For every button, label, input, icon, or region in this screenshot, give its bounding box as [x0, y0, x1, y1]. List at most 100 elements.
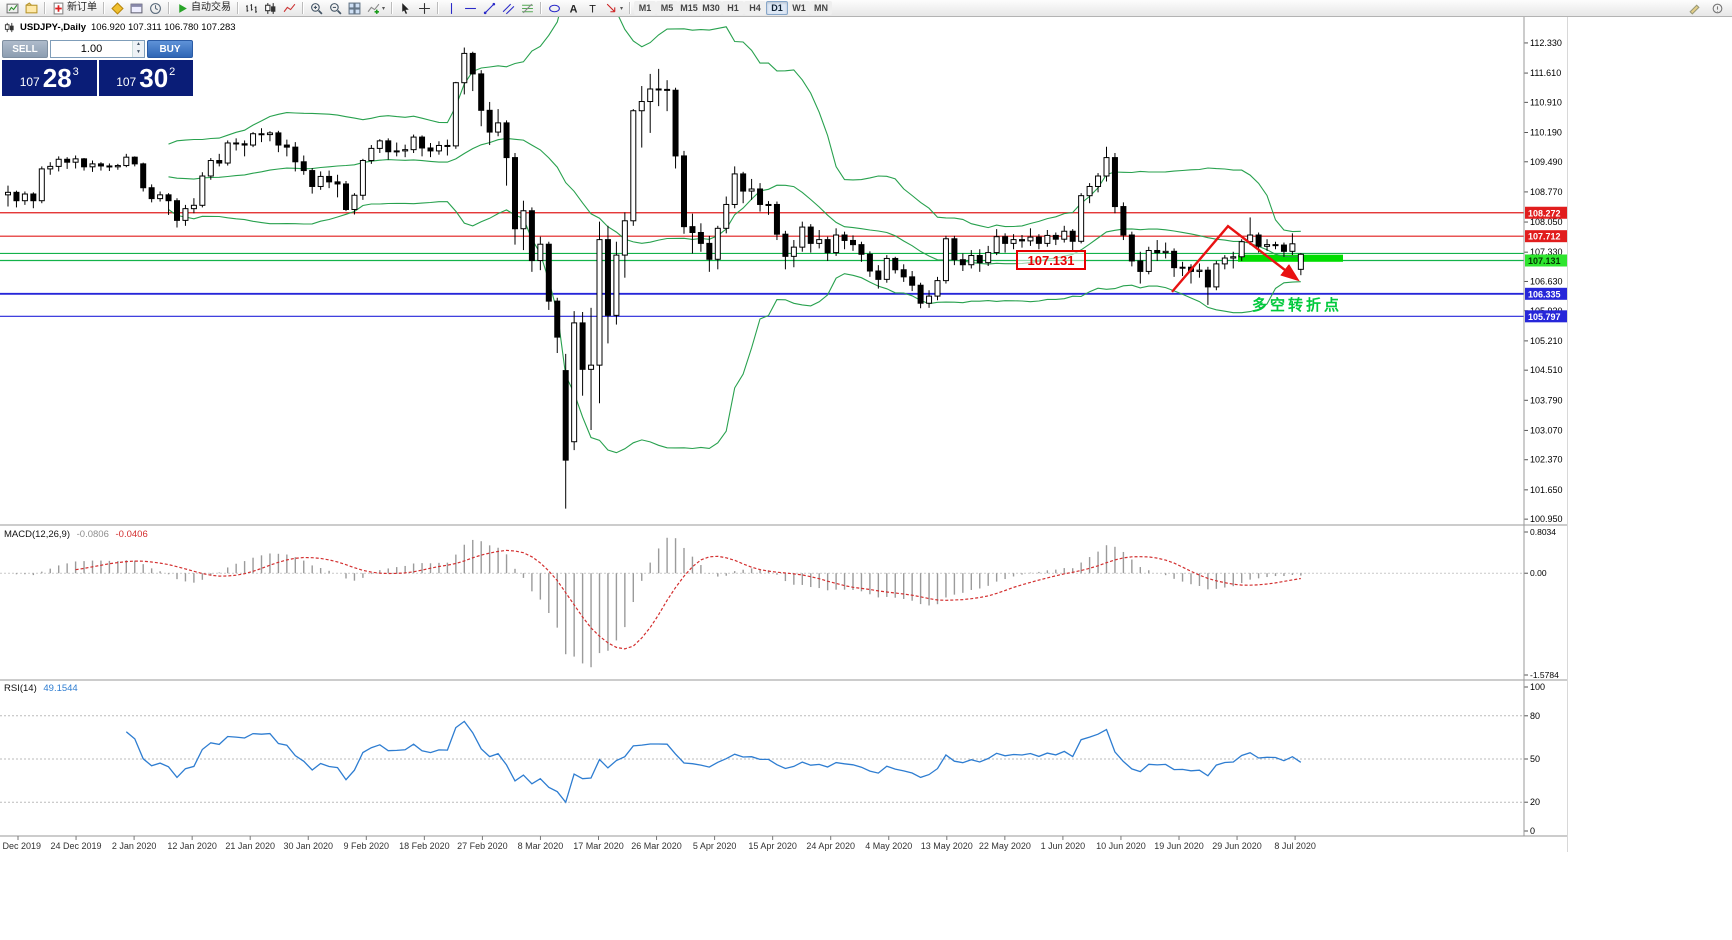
svg-text:8 Jul 2020: 8 Jul 2020 — [1274, 841, 1316, 851]
arrow-tool-caret-icon: ▾ — [620, 5, 624, 12]
toolbar-icons: 新订单 自动交易 ▾ A T ▾ — [3, 1, 634, 16]
toolbar-extra-2-button[interactable] — [1708, 1, 1727, 16]
new-chart-icon — [6, 3, 19, 13]
indicators-caret-icon: ▾ — [382, 5, 386, 12]
toolbar-separator — [302, 2, 304, 14]
toolbar-separator — [540, 2, 543, 14]
zoom-in-button[interactable] — [307, 1, 326, 16]
label-icon: T — [589, 3, 596, 15]
svg-text:102.370: 102.370 — [1530, 455, 1563, 465]
candles-chart-button[interactable] — [261, 1, 280, 16]
svg-text:109.490: 109.490 — [1530, 157, 1563, 167]
candles-chart-icon — [265, 2, 276, 14]
arrow-tool-icon — [606, 3, 616, 12]
shapes-button[interactable] — [545, 1, 564, 16]
svg-text:21 Jan 2020: 21 Jan 2020 — [225, 841, 275, 851]
new-chart-button[interactable] — [3, 1, 22, 16]
new-order-button[interactable]: 新订单 — [49, 1, 100, 16]
toolbar-separator — [237, 2, 239, 14]
timeframe-m5-button[interactable]: M5 — [656, 1, 679, 15]
svg-text:0.00: 0.00 — [1530, 568, 1547, 578]
svg-text:110.910: 110.910 — [1530, 97, 1562, 107]
toolbar-separator — [391, 2, 394, 14]
timeframe-mn-button[interactable]: MN — [810, 1, 833, 15]
timeframe-h4-button[interactable]: H4 — [744, 1, 767, 15]
bars-chart-icon — [246, 3, 257, 13]
terminal-button[interactable] — [127, 1, 146, 16]
metaeditor-button[interactable] — [108, 1, 127, 16]
lot-size-input[interactable] — [51, 41, 132, 57]
svg-text:24 Dec 2019: 24 Dec 2019 — [51, 841, 102, 851]
cursor-button[interactable] — [396, 1, 415, 16]
shapes-icon — [549, 4, 560, 12]
chart-window: 112.330 111.610 110.910 110.190 109.490 108.7… — [0, 17, 1568, 852]
fibonacci-icon — [522, 3, 533, 13]
profiles-button[interactable] — [22, 1, 41, 16]
timeframe-h1-button[interactable]: H1 — [722, 1, 745, 15]
text-button[interactable]: A — [564, 1, 583, 16]
buy-price-display[interactable]: 107 30 2 — [98, 60, 193, 96]
svg-text:108.050: 108.050 — [1530, 217, 1563, 227]
tile-windows-icon — [348, 2, 361, 14]
svg-text:12 Jan 2020: 12 Jan 2020 — [167, 841, 217, 851]
new-order-icon — [53, 2, 64, 14]
svg-text:30 Jan 2020: 30 Jan 2020 — [283, 841, 333, 851]
tester-button[interactable] — [146, 1, 165, 16]
channel-button[interactable] — [499, 1, 518, 16]
bars-chart-button[interactable] — [242, 1, 261, 16]
label-button[interactable]: T — [583, 1, 602, 16]
autotrading-icon — [179, 3, 187, 13]
crosshair-button[interactable] — [415, 1, 434, 16]
sell-price-display[interactable]: 107 28 3 — [2, 60, 97, 96]
timeframe-m15-button[interactable]: M15 — [678, 1, 701, 15]
svg-text:15 Apr 2020: 15 Apr 2020 — [748, 841, 797, 851]
svg-text:108.272: 108.272 — [1528, 208, 1561, 218]
autotrading-button[interactable]: 自动交易 — [173, 1, 234, 16]
fibonacci-button[interactable] — [518, 1, 537, 16]
svg-text:26 Mar 2020: 26 Mar 2020 — [631, 841, 682, 851]
vline-button[interactable] — [442, 1, 461, 16]
svg-text:100: 100 — [1530, 682, 1545, 692]
hline-icon — [465, 7, 476, 9]
svg-text:18 Feb 2020: 18 Feb 2020 — [399, 841, 450, 851]
svg-text:80: 80 — [1530, 711, 1540, 721]
trendline-button[interactable] — [480, 1, 499, 16]
lot-up-icon[interactable]: ▲ — [133, 41, 144, 49]
buy-button[interactable]: BUY — [147, 40, 193, 58]
sell-price-main: 28 — [42, 63, 72, 93]
tester-icon — [150, 2, 161, 14]
svg-text:10 Jun 2020: 10 Jun 2020 — [1096, 841, 1146, 851]
svg-text:1 Jun 2020: 1 Jun 2020 — [1041, 841, 1086, 851]
hline-button[interactable] — [461, 1, 480, 16]
timeframe-w1-button[interactable]: W1 — [788, 1, 811, 15]
buy-price-sup: 2 — [169, 66, 176, 78]
svg-text:107.131: 107.131 — [1528, 256, 1561, 266]
indicators-button[interactable]: ▾ — [364, 1, 388, 16]
svg-text:29 Jun 2020: 29 Jun 2020 — [1212, 841, 1262, 851]
price-chart-canvas[interactable]: 112.330 111.610 110.910 110.190 109.490 108.7… — [0, 17, 1568, 852]
toolbar-extra-1-button[interactable] — [1685, 1, 1704, 16]
tile-windows-button[interactable] — [345, 1, 364, 16]
arrow-tool-button[interactable]: ▾ — [602, 1, 626, 16]
svg-text:103.790: 103.790 — [1530, 395, 1563, 405]
sell-button[interactable]: SELL — [2, 40, 48, 58]
svg-text:104.510: 104.510 — [1530, 365, 1563, 375]
svg-text:0.8034: 0.8034 — [1530, 527, 1556, 537]
one-click-trading-panel: SELL ▲▼ BUY 107 28 3 107 30 2 — [2, 40, 193, 96]
zoom-out-button[interactable] — [326, 1, 345, 16]
timeframe-m1-button[interactable]: M1 — [634, 1, 657, 15]
buy-price-main: 30 — [139, 63, 169, 93]
svg-text:20: 20 — [1530, 797, 1540, 807]
profiles-icon — [25, 1, 38, 13]
lot-down-icon[interactable]: ▼ — [133, 49, 144, 57]
svg-text:9 Feb 2020: 9 Feb 2020 — [344, 841, 390, 851]
timeframe-d1-button[interactable]: D1 — [766, 1, 789, 15]
sell-price-prefix: 107 — [19, 75, 40, 89]
line-chart-button[interactable] — [280, 1, 299, 16]
toolbar-separator — [437, 2, 440, 14]
autotrading-label: 自动交易 — [191, 2, 231, 13]
timeframe-m30-button[interactable]: M30 — [700, 1, 723, 15]
toolbar-separator — [168, 2, 170, 14]
lot-spinner[interactable]: ▲ ▼ — [132, 41, 144, 57]
toolbar-separator — [103, 2, 105, 14]
